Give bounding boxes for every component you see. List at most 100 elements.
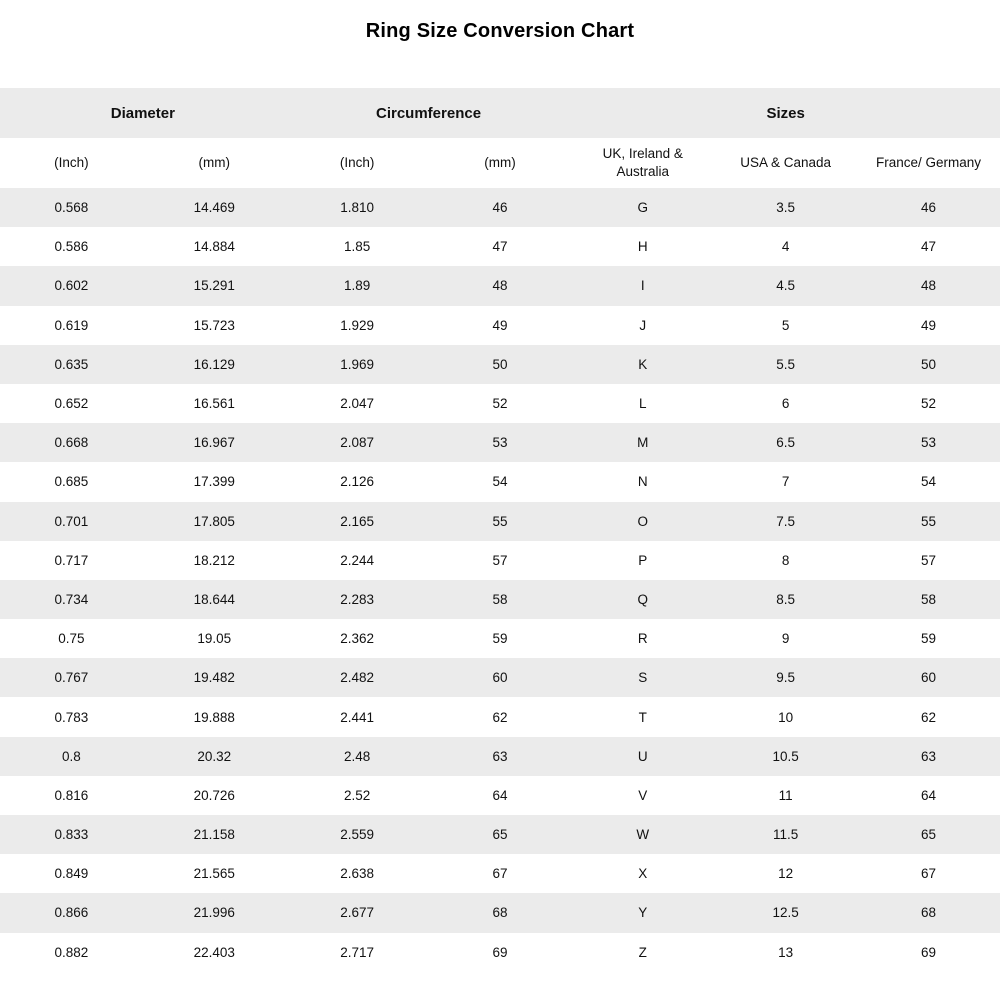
page-title: Ring Size Conversion Chart (365, 20, 635, 42)
table-cell: 13 (778, 944, 794, 960)
table-cell: 54 (921, 474, 937, 490)
table-cell: 17.399 (193, 474, 235, 490)
table-cell: 58 (921, 591, 937, 607)
table-cell: H (637, 239, 648, 255)
table-cell: V (638, 787, 648, 803)
table-cell: 55 (921, 513, 937, 529)
table-cell: 8.5 (776, 591, 796, 607)
subheader-france-germany: France/ Germany (857, 138, 1000, 188)
table-cell: 21.996 (193, 905, 235, 921)
table-cell: 20.32 (197, 748, 232, 764)
subheader-row: (Inch) (mm) (Inch) (mm) UK, Ireland & Au… (0, 138, 1000, 188)
table-cell: 2.638 (340, 866, 374, 882)
table-cell: 8 (781, 552, 790, 568)
table-cell: 4 (781, 239, 790, 255)
table-cell: 2.362 (340, 631, 374, 647)
table-cell: 0.816 (54, 787, 89, 803)
table-cell: 0.619 (54, 317, 89, 333)
table-cell: 2.482 (340, 670, 374, 686)
table-cell: 53 (492, 435, 508, 451)
table-cell: 58 (492, 591, 508, 607)
table-row: 0.849 21.565 2.638 67 X 12 67 (0, 854, 1000, 894)
table-cell: 9.5 (776, 670, 796, 686)
table-cell: 2.244 (340, 552, 374, 568)
table-cell: 22.403 (193, 944, 235, 960)
table-cell: 2.677 (340, 905, 374, 921)
table-cell: 0.668 (54, 435, 89, 451)
table-cell: Z (638, 944, 647, 960)
table-cell: 9 (781, 631, 790, 647)
table-cell: 69 (921, 944, 937, 960)
table-cell: 0.586 (54, 239, 89, 255)
table-cell: 62 (492, 709, 508, 725)
table-cell: 49 (921, 317, 937, 333)
table-cell: 2.283 (340, 591, 374, 607)
table-cell: 67 (921, 866, 937, 882)
table-cell: 46 (492, 200, 508, 216)
table-cell: G (637, 200, 649, 216)
subheader-diameter-inch: (Inch) (0, 138, 143, 188)
table-row: 0.816 20.726 2.52 64 V 11 64 (0, 775, 1000, 815)
table-cell: 14.469 (193, 200, 235, 216)
table-row: 0.586 14.884 1.85 47 H 4 47 (0, 227, 1000, 267)
table-cell: 64 (492, 787, 508, 803)
table-row: 0.652 16.561 2.047 52 L 6 52 (0, 383, 1000, 424)
table-cell: 0.734 (54, 591, 89, 607)
table-cell: 48 (921, 278, 937, 294)
table-cell: S (638, 670, 648, 686)
table-cell: 21.158 (193, 827, 235, 843)
table-cell: 62 (921, 709, 937, 725)
table-cell: 0.701 (54, 513, 89, 529)
table-row: 0.602 15.291 1.89 48 I 4.5 48 (0, 266, 1000, 306)
table-cell: 11 (778, 787, 793, 803)
table-cell: 18.644 (193, 591, 235, 607)
table-cell: 5 (781, 317, 790, 333)
table-cell: R (637, 631, 648, 647)
table-cell: 15.723 (193, 317, 235, 333)
table-cell: 2.52 (343, 787, 371, 803)
table-cell: 68 (492, 905, 508, 921)
table-cell: 2.717 (340, 944, 374, 960)
table-cell: 6 (781, 396, 790, 412)
table-cell: 4.5 (776, 278, 796, 294)
table-row: 0.75 19.05 2.362 59 R 9 59 (0, 619, 1000, 659)
table-cell: 68 (921, 905, 937, 921)
table-cell: 0.75 (58, 631, 85, 647)
table-cell: X (638, 866, 648, 882)
subheader-uk-ireland-australia: UK, Ireland & Australia (571, 138, 715, 188)
table-cell: 2.441 (340, 709, 374, 725)
table-cell: 2.559 (340, 827, 374, 843)
table-cell: K (638, 356, 648, 372)
table-cell: 1.810 (340, 200, 374, 216)
table-cell: 63 (492, 748, 508, 764)
table-cell: 0.882 (54, 944, 89, 960)
group-header-sizes: Sizes (571, 88, 1000, 138)
table-cell: 18.212 (193, 552, 235, 568)
table-cell: T (638, 709, 647, 725)
table-cell: 59 (492, 631, 508, 647)
table-cell: 47 (921, 239, 937, 255)
table-cell: P (638, 552, 648, 568)
table-cell: 15.291 (193, 278, 235, 294)
table-cell: 65 (492, 827, 508, 843)
table-cell: 16.561 (193, 396, 235, 412)
table-cell: W (636, 827, 650, 843)
table-cell: 57 (921, 552, 937, 568)
subheader-circumference-mm: (mm) (428, 138, 572, 188)
table-cell: 69 (492, 944, 508, 960)
table-cell: 2.126 (340, 474, 374, 490)
table-cell: I (640, 278, 645, 294)
table-row: 0.685 17.399 2.126 54 N 7 54 (0, 462, 1000, 502)
table-cell: 12 (778, 866, 794, 882)
table-cell: 12.5 (772, 905, 799, 921)
group-header-diameter: Diameter (0, 88, 286, 138)
table-cell: 1.969 (340, 356, 374, 372)
table-cell: 17.805 (193, 513, 235, 529)
table-cell: 0.685 (54, 474, 89, 490)
table-cell: 10 (778, 709, 794, 725)
table-row: 0.717 18.212 2.244 57 P 8 57 (0, 540, 1000, 580)
table-cell: M (637, 435, 649, 451)
table-cell: 10.5 (772, 748, 799, 764)
table-cell: 67 (492, 866, 508, 882)
table-cell: 54 (492, 474, 508, 490)
